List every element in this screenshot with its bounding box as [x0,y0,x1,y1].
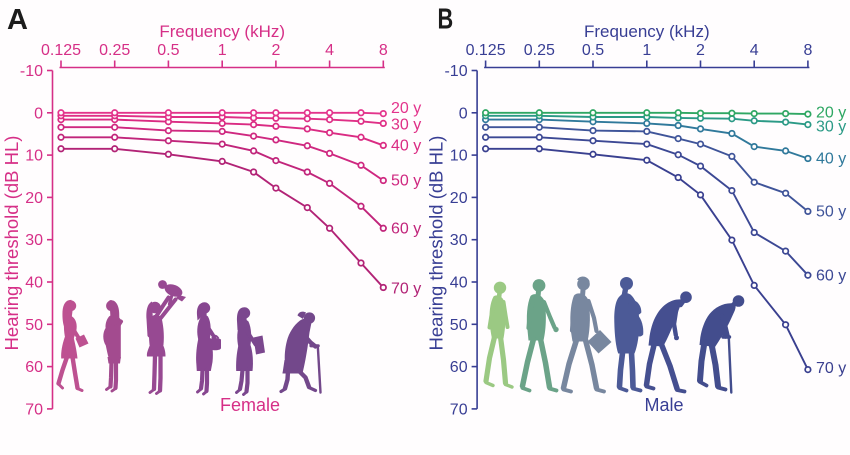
svg-text:1: 1 [218,42,227,59]
svg-text:A: A [7,4,28,36]
svg-text:4: 4 [750,42,759,59]
svg-text:1: 1 [642,42,651,59]
svg-text:Hearing threshold (dB HL): Hearing threshold (dB HL) [426,136,447,351]
svg-text:30 y: 30 y [391,117,421,134]
svg-text:10: 10 [25,148,43,165]
svg-text:8: 8 [803,42,812,59]
svg-text:20 y: 20 y [391,100,421,117]
svg-text:50: 50 [450,317,468,334]
svg-text:60: 60 [450,359,468,376]
svg-text:60: 60 [25,359,43,376]
svg-text:60 y: 60 y [391,221,421,238]
svg-text:40: 40 [25,275,43,292]
svg-text:0: 0 [34,105,43,122]
svg-text:Male: Male [644,395,683,415]
svg-text:Hearing threshold (dB HL): Hearing threshold (dB HL) [1,136,22,351]
svg-text:0.25: 0.25 [524,42,555,59]
svg-text:50 y: 50 y [816,204,846,221]
svg-text:0.125: 0.125 [41,42,81,59]
svg-text:0.25: 0.25 [99,42,130,59]
svg-text:4: 4 [325,42,334,59]
svg-text:40 y: 40 y [391,138,421,155]
svg-text:Female: Female [220,395,280,415]
svg-text:60 y: 60 y [816,268,846,285]
svg-text:50 y: 50 y [391,173,421,190]
svg-text:8: 8 [379,42,388,59]
svg-text:50: 50 [25,317,43,334]
svg-text:30 y: 30 y [816,119,846,136]
svg-text:10: 10 [450,148,468,165]
svg-text:20 y: 20 y [816,105,846,122]
svg-text:-10: -10 [20,63,43,80]
svg-text:40: 40 [450,275,468,292]
svg-text:0.5: 0.5 [582,42,604,59]
svg-text:40 y: 40 y [816,151,846,168]
svg-text:30: 30 [25,232,43,249]
svg-text:2: 2 [271,42,280,59]
svg-text:Frequency (kHz): Frequency (kHz) [584,22,710,41]
svg-text:2: 2 [696,42,705,59]
svg-text:70: 70 [450,401,468,418]
svg-text:0.5: 0.5 [157,42,179,59]
svg-text:-10: -10 [444,63,467,80]
svg-text:20: 20 [25,190,43,207]
svg-text:70 y: 70 y [391,281,421,298]
svg-text:0.125: 0.125 [466,42,506,59]
svg-text:70: 70 [25,401,43,418]
svg-text:Frequency (kHz): Frequency (kHz) [159,22,285,41]
svg-text:B: B [437,4,453,36]
svg-text:30: 30 [450,232,468,249]
svg-text:70 y: 70 y [816,360,846,377]
svg-text:20: 20 [450,190,468,207]
svg-text:0: 0 [459,105,468,122]
